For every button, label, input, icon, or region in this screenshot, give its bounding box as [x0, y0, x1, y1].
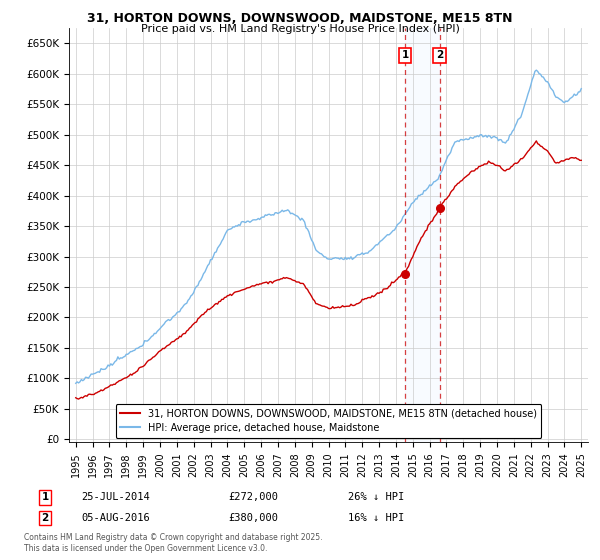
- Text: 26% ↓ HPI: 26% ↓ HPI: [348, 492, 404, 502]
- Text: 2: 2: [436, 50, 443, 60]
- Text: Contains HM Land Registry data © Crown copyright and database right 2025.
This d: Contains HM Land Registry data © Crown c…: [24, 533, 323, 553]
- Text: Price paid vs. HM Land Registry's House Price Index (HPI): Price paid vs. HM Land Registry's House …: [140, 24, 460, 34]
- Text: 1: 1: [401, 50, 409, 60]
- Text: £380,000: £380,000: [228, 513, 278, 523]
- Text: 1: 1: [41, 492, 49, 502]
- Text: 16% ↓ HPI: 16% ↓ HPI: [348, 513, 404, 523]
- Bar: [405, 28, 440, 442]
- Legend: 31, HORTON DOWNS, DOWNSWOOD, MAIDSTONE, ME15 8TN (detached house), HPI: Average : 31, HORTON DOWNS, DOWNSWOOD, MAIDSTONE, …: [116, 404, 541, 437]
- Text: 25-JUL-2014: 25-JUL-2014: [81, 492, 150, 502]
- Text: 05-AUG-2016: 05-AUG-2016: [81, 513, 150, 523]
- Text: £272,000: £272,000: [228, 492, 278, 502]
- Text: 31, HORTON DOWNS, DOWNSWOOD, MAIDSTONE, ME15 8TN: 31, HORTON DOWNS, DOWNSWOOD, MAIDSTONE, …: [87, 12, 513, 25]
- Text: 2: 2: [41, 513, 49, 523]
